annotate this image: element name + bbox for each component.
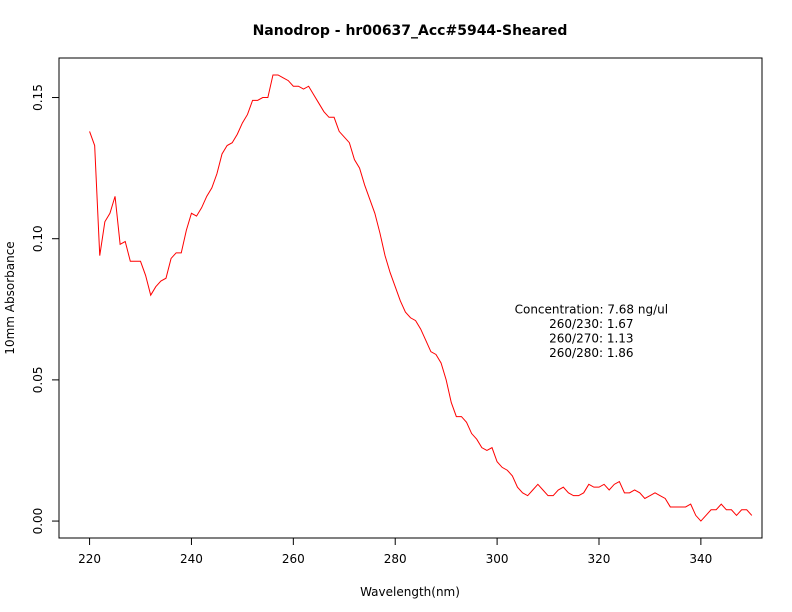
annotation-line: 260/280: 1.86 — [549, 346, 633, 360]
x-axis: 220 240 260 280 300 320 340 — [78, 537, 712, 566]
annotation-line: 260/270: 1.13 — [549, 332, 633, 346]
x-tick-label: 320 — [588, 552, 611, 566]
x-tick-label: 220 — [78, 552, 101, 566]
y-tick-label: 0.00 — [31, 508, 45, 535]
x-tick-label: 340 — [689, 552, 712, 566]
x-axis-label: Wavelength(nm) — [360, 585, 460, 599]
annotation-line: Concentration: 7.68 ng/ul — [515, 303, 669, 317]
absorbance-line — [89, 74, 753, 522]
x-tick-label: 260 — [282, 552, 305, 566]
y-tick-label: 0.05 — [31, 367, 45, 394]
y-tick-label: 0.15 — [31, 84, 45, 111]
y-tick-label: 0.10 — [31, 225, 45, 252]
annotation-line: 260/230: 1.67 — [549, 317, 633, 331]
x-tick-label: 240 — [180, 552, 203, 566]
chart-title: Nanodrop - hr00637_Acc#5944-Sheared — [253, 23, 568, 39]
y-axis-label: 10mm Absorbance — [3, 241, 17, 354]
y-axis: 0.00 0.05 0.10 0.15 — [31, 84, 60, 535]
x-tick-label: 300 — [486, 552, 509, 566]
x-tick-label: 280 — [384, 552, 407, 566]
